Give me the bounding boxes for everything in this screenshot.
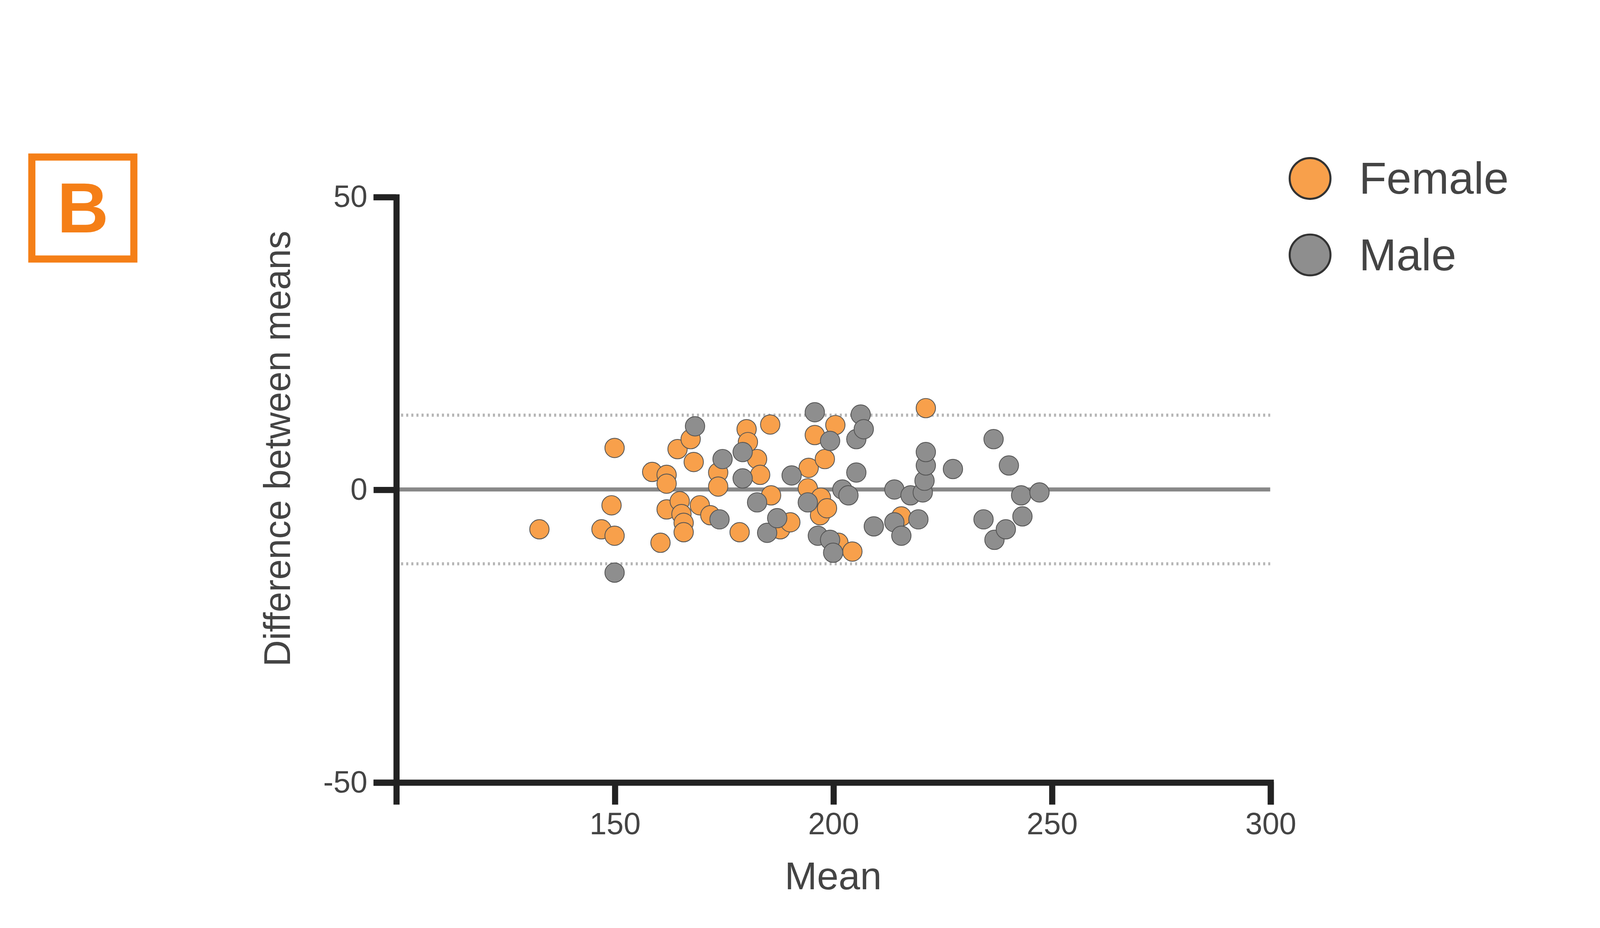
point (708, 477, 728, 497)
tick-label: 300 (1245, 807, 1297, 842)
series (605, 402, 1050, 583)
point (1029, 482, 1050, 503)
point (1012, 507, 1033, 527)
point (605, 438, 625, 458)
panel-label: B (57, 167, 109, 248)
tick: 150 (589, 782, 641, 842)
tick: -50 (323, 765, 397, 800)
point (943, 459, 963, 480)
point (823, 543, 843, 563)
point (854, 419, 874, 440)
point (908, 510, 929, 530)
tick-label: 0 (350, 472, 368, 507)
tick-label: -50 (323, 765, 368, 800)
axis-line (373, 197, 397, 783)
point (767, 508, 788, 529)
point (820, 431, 840, 451)
point (797, 492, 818, 513)
legend-label: Male (1359, 229, 1457, 280)
point (750, 465, 770, 485)
point (817, 498, 838, 519)
tick-label: 200 (808, 807, 860, 842)
point (730, 522, 750, 543)
point (760, 415, 780, 435)
tick-mark (612, 782, 619, 805)
legend-label: Female (1359, 152, 1509, 204)
tick-mark (1049, 782, 1056, 805)
point (983, 429, 1004, 450)
tick: 300 (1245, 782, 1297, 842)
tick: 250 (1026, 782, 1078, 842)
points (529, 398, 1050, 583)
x-axis-title: Mean (784, 854, 882, 898)
point (999, 455, 1019, 476)
point (916, 442, 936, 463)
point (815, 449, 835, 470)
tick-label: 50 (333, 179, 368, 214)
tick-mark (1267, 782, 1275, 805)
tick-mark (373, 194, 397, 201)
tick-mark (373, 780, 397, 787)
point (1011, 485, 1031, 506)
point (605, 563, 625, 583)
point (684, 452, 704, 473)
legend-marker (1289, 234, 1331, 276)
point (842, 542, 863, 562)
point (657, 474, 677, 494)
chart: B 150 200 250 300 -50 0 50 Mean Difference betwee… (0, 0, 1600, 928)
point (605, 526, 625, 546)
tick: 200 (808, 782, 860, 842)
point (529, 520, 550, 540)
point (710, 510, 730, 530)
series (529, 398, 936, 562)
point (846, 462, 867, 483)
tick-mark (830, 782, 837, 805)
tick: 0 (350, 472, 396, 507)
point (864, 516, 884, 537)
y-axis-title: Difference between means (256, 230, 298, 668)
point (891, 526, 912, 546)
point (805, 402, 825, 423)
point (916, 398, 936, 419)
panel-label-box (31, 157, 134, 260)
point (782, 465, 802, 486)
tick-mark (373, 487, 397, 494)
point (650, 533, 671, 553)
legend: Female Male (1289, 152, 1509, 280)
point (732, 468, 753, 489)
point (674, 522, 694, 543)
point (838, 485, 859, 506)
reference-lines (395, 415, 1270, 565)
panel-label-group: B (31, 157, 134, 260)
point (747, 492, 768, 513)
point (996, 520, 1016, 540)
legend-marker (1289, 157, 1331, 199)
tick-label: 150 (589, 807, 641, 842)
tick-label: 250 (1026, 807, 1078, 842)
x-axis: 150 200 250 300 (396, 782, 1297, 842)
tick: 50 (333, 179, 396, 214)
point (732, 442, 753, 463)
point (685, 416, 705, 437)
y-axis: -50 0 50 (323, 179, 397, 800)
point (712, 449, 733, 470)
point (601, 495, 622, 516)
point (973, 510, 994, 530)
